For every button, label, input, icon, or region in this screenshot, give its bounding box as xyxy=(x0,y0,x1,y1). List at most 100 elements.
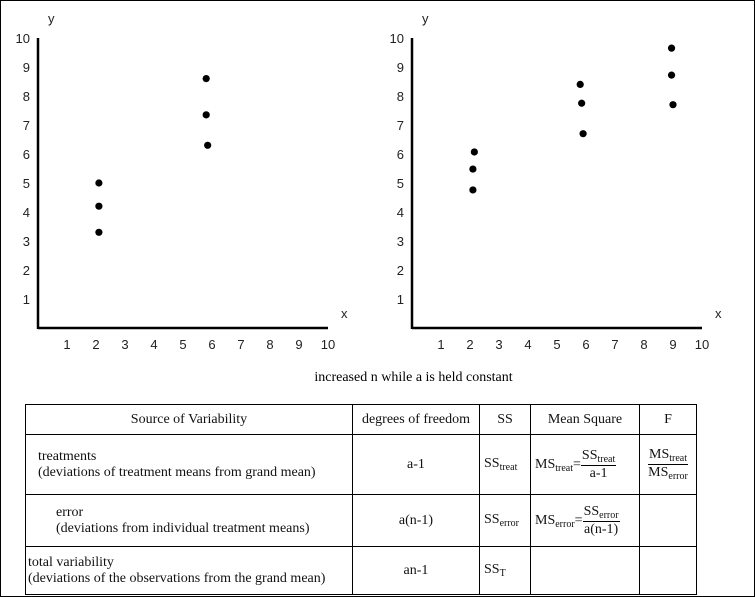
table-row: treatments (deviations of treatment mean… xyxy=(25,434,697,495)
data-point xyxy=(576,80,584,88)
equals-sign: = xyxy=(573,456,581,472)
ss-subscript: error xyxy=(499,518,520,529)
x-tick-label: 9 xyxy=(295,337,302,352)
y-tick-label: 8 xyxy=(397,89,404,104)
denominator: a(n-1) xyxy=(583,521,619,537)
ms-cell xyxy=(530,546,640,595)
y-tick-label: 3 xyxy=(397,234,404,249)
data-point xyxy=(204,141,212,149)
source-name: total variability xyxy=(28,554,114,570)
x-tick-label: 2 xyxy=(466,337,473,352)
table-header-row: Source of Variability degrees of freedom… xyxy=(25,404,697,435)
x-tick-label: 1 xyxy=(63,337,70,352)
y-tick-label: 4 xyxy=(397,205,404,220)
df-cell: a(n-1) xyxy=(352,494,480,547)
numerator-subscript: treat xyxy=(597,453,616,465)
y-tick-label: 1 xyxy=(397,292,404,307)
x-tick-label: 9 xyxy=(669,337,676,352)
header-f: F xyxy=(639,404,697,435)
y-axis-label: y xyxy=(422,11,429,26)
header-ms: Mean Square xyxy=(530,404,640,435)
source-cell: error (deviations from individual treatm… xyxy=(25,494,353,547)
f-cell xyxy=(639,494,697,547)
f-numerator: MS xyxy=(649,447,670,462)
scatter-plot-right: 1 2 3 4 5 6 7 8 9 10 1 2 3 4 5 6 7 8 9 10 y x xyxy=(390,11,722,352)
x-tick-label: 8 xyxy=(266,337,273,352)
source-cell: treatments (deviations of treatment mean… xyxy=(25,434,353,495)
x-tick-label: 5 xyxy=(179,337,186,352)
y-tick-label: 5 xyxy=(23,176,30,191)
f-denominator: MS xyxy=(648,465,669,480)
y-tick-label: 1 xyxy=(23,292,30,307)
x-tick-label: 4 xyxy=(150,337,157,352)
x-axis-label: x xyxy=(341,306,348,321)
data-point xyxy=(578,99,586,107)
x-tick-label: 2 xyxy=(92,337,99,352)
y-tick-label: 7 xyxy=(23,118,30,133)
y-tick-label: 10 xyxy=(390,31,404,46)
ms-subscript: error xyxy=(555,518,575,530)
ss-subscript: treat xyxy=(499,462,518,473)
y-tick-label: 9 xyxy=(23,60,30,75)
x-tick-label: 3 xyxy=(121,337,128,352)
ss-symbol: SS xyxy=(484,512,500,527)
f-numerator-subscript: treat xyxy=(669,453,687,464)
ms-subscript: treat xyxy=(555,462,573,474)
x-tick-label: 10 xyxy=(695,337,709,352)
y-tick-label: 6 xyxy=(23,147,30,162)
data-point xyxy=(95,228,103,236)
df-cell: an-1 xyxy=(352,546,480,595)
data-point xyxy=(469,186,477,194)
ss-subscript: T xyxy=(499,568,506,579)
x-tick-label: 10 xyxy=(321,337,335,352)
source-name: error xyxy=(56,504,84,520)
data-point xyxy=(669,101,677,109)
y-tick-label: 2 xyxy=(23,263,30,278)
x-axis-label: x xyxy=(715,306,722,321)
data-point xyxy=(469,165,477,173)
x-tick-label: 7 xyxy=(611,337,618,352)
data-point xyxy=(470,148,478,156)
ss-symbol: SS xyxy=(484,456,500,471)
f-fraction: MStreat MSerror xyxy=(648,447,688,482)
x-tick-label: 8 xyxy=(640,337,647,352)
header-ss: SS xyxy=(479,404,531,435)
header-source: Source of Variability xyxy=(25,404,353,435)
anova-table: Source of Variability degrees of freedom… xyxy=(25,404,697,595)
y-tick-label: 4 xyxy=(23,205,30,220)
ms-cell: MSerror= SSerror a(n-1) xyxy=(530,494,640,547)
x-tick-label: 1 xyxy=(437,337,444,352)
x-tick-label: 4 xyxy=(524,337,531,352)
y-tick-label: 7 xyxy=(397,118,404,133)
source-desc: (deviations of the observations from the… xyxy=(28,570,326,586)
ms-fraction: SStreat a-1 xyxy=(580,448,617,482)
y-tick-label: 9 xyxy=(397,60,404,75)
header-df: degrees of freedom xyxy=(352,404,480,435)
numerator-subscript: error xyxy=(599,509,619,521)
ms-symbol: MS xyxy=(535,456,556,472)
denominator: a-1 xyxy=(589,465,608,481)
equals-sign: = xyxy=(574,512,583,528)
y-tick-label: 10 xyxy=(16,31,30,46)
df-cell: a-1 xyxy=(352,434,480,495)
x-tick-label: 7 xyxy=(237,337,244,352)
data-point xyxy=(95,179,103,187)
source-cell: total variability (deviations of the obs… xyxy=(25,546,353,595)
ss-symbol: SS xyxy=(484,562,500,577)
table-row: total variability (deviations of the obs… xyxy=(25,546,697,595)
x-tick-label: 5 xyxy=(553,337,560,352)
data-point xyxy=(202,111,210,119)
data-point xyxy=(202,75,210,83)
x-tick-label: 6 xyxy=(582,337,589,352)
y-tick-label: 8 xyxy=(23,89,30,104)
x-tick-label: 6 xyxy=(208,337,215,352)
f-denominator-subscript: error xyxy=(668,471,688,482)
x-tick-label: 3 xyxy=(495,337,502,352)
numerator: SS xyxy=(583,503,600,519)
source-desc: (deviations of treatment means from gran… xyxy=(38,464,316,480)
ss-cell: SSerror xyxy=(479,494,531,547)
y-tick-label: 2 xyxy=(397,263,404,278)
y-tick-label: 6 xyxy=(397,147,404,162)
ss-cell: SST xyxy=(479,546,531,595)
